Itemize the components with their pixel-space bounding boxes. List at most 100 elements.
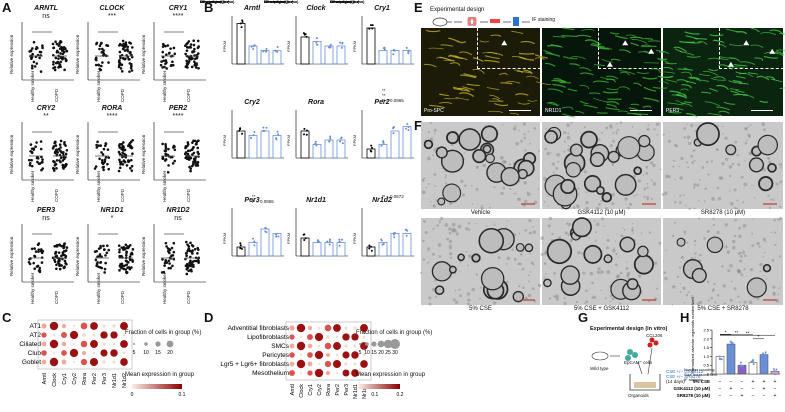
e-fluorescent-stroke [500, 82, 513, 85]
a-point [185, 272, 189, 276]
a-point [105, 244, 109, 247]
f-debris [636, 194, 638, 196]
dotplot-dot [61, 359, 67, 365]
e-fluorescent-stroke [658, 80, 669, 85]
b-point [316, 239, 319, 242]
a-group-label: COPD [186, 88, 191, 102]
a-point [118, 152, 122, 156]
f-debris [619, 302, 622, 305]
e-fluorescent-stroke [742, 95, 755, 99]
f-debris [427, 261, 430, 264]
f-debris [716, 230, 720, 235]
f-debris [751, 244, 755, 247]
f-debris [591, 281, 595, 285]
e-fluorescent-stroke [655, 49, 665, 52]
f-debris [629, 202, 633, 206]
a-point [55, 159, 59, 162]
a-point [131, 258, 134, 262]
b-point [404, 228, 407, 231]
f-debris [610, 126, 613, 129]
e-fluorescent-stroke [619, 70, 636, 75]
a-point [126, 144, 130, 148]
a-point [197, 259, 200, 263]
e-fluorescent-stroke [617, 110, 629, 113]
f-debris [624, 197, 628, 201]
dotplot-dot [342, 351, 350, 359]
b-condition-label: Mesenchymal (co) [200, 0, 230, 4]
f-debris [433, 148, 437, 152]
a-point [120, 265, 124, 268]
f-debris [699, 253, 702, 257]
a-point [64, 57, 67, 60]
b-significance-note: ** [382, 93, 386, 98]
dotplot-dot [314, 350, 324, 360]
e-fluorescent-stroke [747, 72, 759, 75]
e-fluorescent-stroke [716, 84, 729, 91]
a-point [128, 51, 132, 55]
a-point [57, 61, 60, 65]
b-condition-label: Secreted (co) [200, 0, 222, 4]
a-point [102, 244, 105, 248]
b-condition-label: CS exposure (in vivo) [330, 0, 365, 4]
b-point [253, 130, 256, 133]
e-fluorescent-stroke [466, 83, 480, 87]
a-point [166, 170, 170, 174]
f-debris [691, 294, 694, 298]
f-debris [588, 237, 590, 239]
a-point [97, 247, 101, 250]
f-debris [673, 221, 676, 224]
f-debris [693, 239, 697, 243]
a-group-label: COPD [186, 290, 191, 304]
f-debris [520, 139, 523, 143]
dotplot-row-label: Lipofibroblasts [247, 334, 290, 341]
dotplot-dot [342, 333, 350, 341]
b-point [316, 43, 319, 46]
f-debris [428, 296, 432, 300]
f-debris [467, 298, 471, 302]
f-debris [692, 149, 696, 152]
a-plot-significance: **** [172, 113, 184, 120]
dotplot-dot [335, 353, 339, 357]
f-debris [631, 125, 634, 128]
e-fluorescent-stroke [547, 44, 562, 48]
a-point [130, 164, 134, 168]
a-group-label: Healthy smoker [96, 272, 101, 304]
e-fluorescent-stroke [683, 67, 693, 71]
b-point [340, 238, 343, 241]
f-debris [421, 239, 425, 243]
b-point [276, 130, 279, 133]
e-fluorescent-stroke [765, 76, 775, 81]
b-bar [336, 45, 346, 65]
a-point [173, 148, 177, 152]
f-debris [519, 253, 523, 256]
f-debris [706, 229, 710, 233]
a-point [191, 147, 195, 150]
f-debris [664, 191, 668, 195]
a-point [61, 151, 65, 155]
b-point [404, 127, 407, 130]
a-point [120, 262, 124, 266]
f-caption-vehicle: Vehicle [470, 210, 491, 216]
f-debris [661, 193, 665, 196]
f-debris [732, 246, 736, 250]
a-point [191, 153, 194, 156]
e-fluorescent-stroke [514, 69, 524, 74]
f-debris [712, 288, 715, 292]
a-point [102, 168, 105, 172]
b-point [276, 50, 279, 53]
f-debris [672, 159, 675, 162]
f-caption-sr8278: SR8278 (10 μM) [700, 210, 746, 216]
a-point [29, 49, 33, 53]
f-debris [515, 141, 520, 146]
dotplot-col-label: Cry2 [72, 373, 78, 385]
b-point [339, 41, 342, 44]
e-fluorescent-stroke [675, 94, 686, 97]
f-debris [609, 300, 611, 303]
f-debris [599, 272, 602, 275]
b-point [406, 229, 409, 232]
f-debris [643, 195, 646, 198]
a-point [65, 49, 68, 53]
f-debris [764, 240, 767, 243]
e-fluorescent-stroke [730, 90, 740, 95]
b-point [340, 46, 343, 49]
